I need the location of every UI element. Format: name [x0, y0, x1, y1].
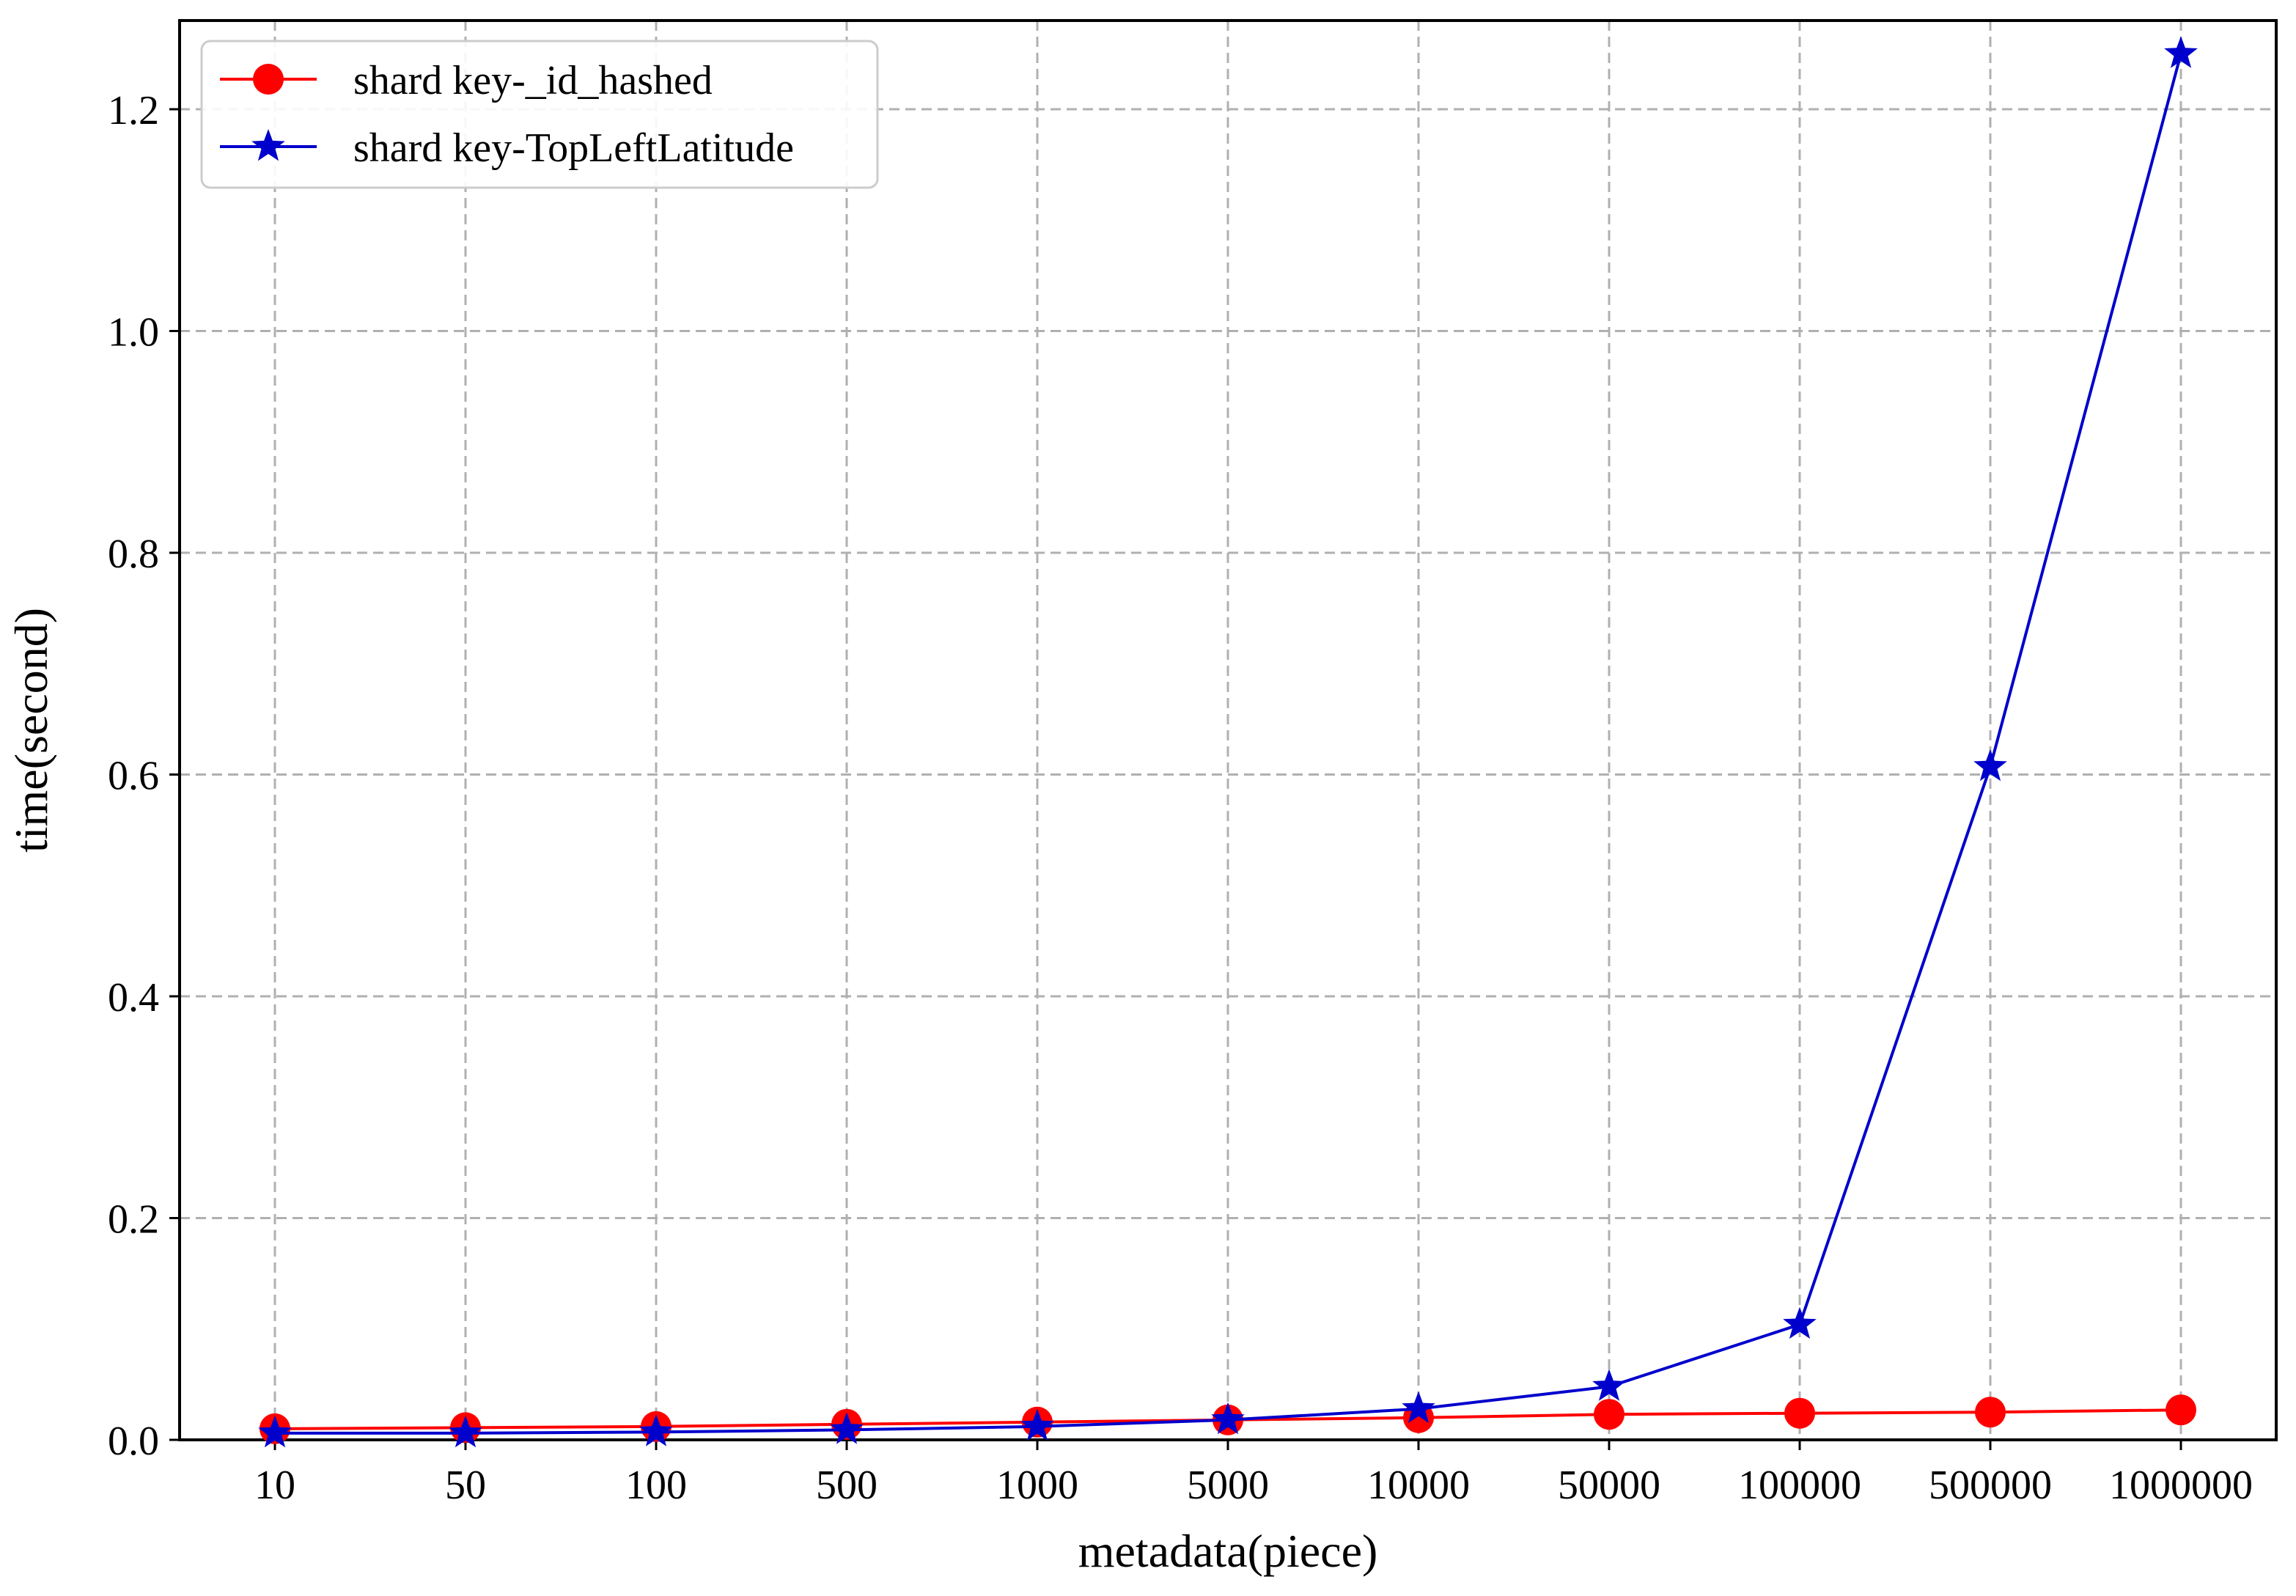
series-layer [258, 36, 2198, 1448]
data-point [1211, 1402, 1245, 1435]
data-point [449, 1415, 482, 1448]
y-tick-label: 0.2 [108, 1197, 159, 1243]
data-point [258, 1415, 292, 1448]
x-tick-label: 1000000 [2109, 1463, 2253, 1508]
y-tick-label: 0.4 [108, 975, 159, 1021]
grid-layer [180, 21, 2276, 1440]
y-tick-label: 1.0 [108, 310, 159, 356]
y-axis-title: time(second) [5, 608, 57, 853]
data-point [1975, 1397, 2006, 1428]
x-tick-label: 50 [445, 1463, 486, 1508]
data-point [1783, 1306, 1817, 1339]
y-tick-label: 1.2 [108, 88, 159, 133]
data-point [1784, 1397, 1815, 1429]
y-tick-label: 0.8 [108, 532, 159, 577]
legend-label: shard key-_id_hashed [353, 58, 713, 103]
series-2 [258, 36, 2198, 1448]
x-tick-label: 500 [816, 1463, 877, 1508]
y-tick-label: 0.6 [108, 754, 159, 799]
series-line [275, 53, 2182, 1435]
y-tick-label: 0.0 [108, 1419, 159, 1464]
x-tick-label: 5000 [1187, 1463, 1269, 1508]
legend-label: shard key-TopLeftLatitude [353, 125, 794, 171]
x-axis-title: metadata(piece) [1078, 1525, 1378, 1577]
data-point [1402, 1391, 1435, 1424]
x-tick-label: 10 [254, 1463, 295, 1508]
legend-star-marker [251, 129, 285, 161]
data-point [2164, 36, 2198, 68]
data-point [2166, 1394, 2196, 1426]
legend-circle-marker [253, 64, 284, 95]
x-tick-label: 50000 [1558, 1463, 1660, 1508]
data-point [1594, 1399, 1625, 1430]
x-tick-label: 100000 [1738, 1463, 1861, 1508]
data-point [1973, 749, 2007, 782]
data-point [830, 1412, 864, 1444]
x-tick-label: 500000 [1929, 1463, 2052, 1508]
ticks-layer: 10 50 100 500 1000 5000 10000 50000 100000 500000… [108, 88, 2253, 1508]
legend-box [200, 40, 879, 189]
data-point [639, 1414, 673, 1446]
data-point [1592, 1369, 1626, 1401]
x-tick-label: 1000 [996, 1463, 1078, 1508]
x-tick-label: 100 [625, 1463, 687, 1508]
x-tick-label: 10000 [1367, 1463, 1470, 1508]
data-point [1020, 1408, 1054, 1441]
